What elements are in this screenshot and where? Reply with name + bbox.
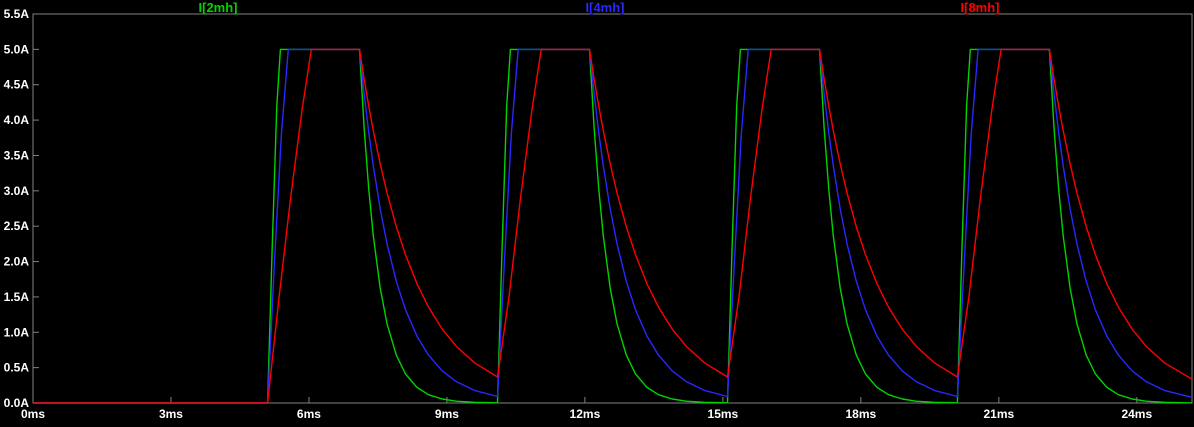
legend-label-i2mh[interactable]: I[2mh]	[199, 0, 238, 15]
y-axis-label: 0.0A	[4, 396, 30, 410]
x-axis-label: 3ms	[159, 407, 183, 421]
y-axis-label: 1.0A	[4, 325, 30, 339]
x-axis-label: 15ms	[708, 407, 739, 421]
x-axis-label: 24ms	[1121, 407, 1152, 421]
y-axis-label: 5.5A	[4, 7, 30, 21]
trace-I[8mh]	[33, 48, 1193, 404]
y-axis-label: 2.5A	[4, 219, 30, 233]
y-axis-label: 1.5A	[4, 290, 30, 304]
y-axis-label: 2.0A	[4, 255, 30, 269]
traces-layer	[33, 48, 1193, 404]
y-axis-label: 0.5A	[4, 361, 30, 375]
y-axis-label: 4.0A	[4, 113, 30, 127]
y-axis-label: 5.0A	[4, 42, 30, 56]
plot-border	[32, 13, 1193, 404]
trace-I[4mh]	[33, 48, 1193, 404]
y-axis-label: 3.0A	[4, 184, 30, 198]
x-axis-label: 9ms	[435, 407, 459, 421]
y-axis-label: 3.5A	[4, 148, 30, 162]
x-axis-label: 21ms	[983, 407, 1014, 421]
axes-layer: 0.0A 0.5A 1.0A 1.5A 2.0A 2.5A 3.0A 3.5A 4.0A 4.5A…	[4, 7, 1193, 421]
x-axis-label: 6ms	[297, 407, 321, 421]
x-axis-label: 12ms	[570, 407, 601, 421]
trace-I[2mh]	[33, 48, 1193, 404]
x-axis-label: 0ms	[21, 407, 45, 421]
y-axis-label: 4.5A	[4, 78, 30, 92]
legend-label-i4mh[interactable]: I[4mh]	[586, 0, 625, 15]
x-axis-label: 18ms	[846, 407, 877, 421]
legend-label-i8mh[interactable]: I[8mh]	[961, 0, 1000, 15]
